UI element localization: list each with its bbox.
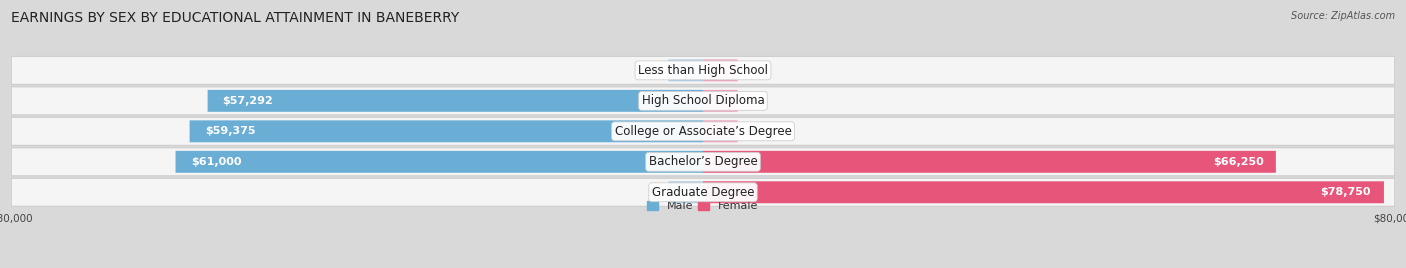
FancyBboxPatch shape: [668, 181, 703, 203]
FancyBboxPatch shape: [703, 151, 1275, 173]
Text: $0: $0: [648, 187, 661, 197]
FancyBboxPatch shape: [703, 59, 738, 81]
FancyBboxPatch shape: [176, 151, 703, 173]
Text: $59,375: $59,375: [205, 126, 256, 136]
Legend: Male, Female: Male, Female: [643, 197, 763, 216]
Text: EARNINGS BY SEX BY EDUCATIONAL ATTAINMENT IN BANEBERRY: EARNINGS BY SEX BY EDUCATIONAL ATTAINMEN…: [11, 11, 460, 25]
FancyBboxPatch shape: [11, 87, 1395, 115]
FancyBboxPatch shape: [190, 120, 703, 142]
Text: Less than High School: Less than High School: [638, 64, 768, 77]
FancyBboxPatch shape: [11, 117, 1395, 145]
Text: Source: ZipAtlas.com: Source: ZipAtlas.com: [1291, 11, 1395, 21]
Text: Bachelor’s Degree: Bachelor’s Degree: [648, 155, 758, 168]
FancyBboxPatch shape: [703, 120, 738, 142]
Text: $0: $0: [745, 65, 758, 75]
Text: $61,000: $61,000: [191, 157, 242, 167]
Text: $0: $0: [745, 126, 758, 136]
FancyBboxPatch shape: [703, 181, 1384, 203]
Text: $0: $0: [648, 65, 661, 75]
FancyBboxPatch shape: [703, 90, 738, 112]
Text: $78,750: $78,750: [1320, 187, 1371, 197]
FancyBboxPatch shape: [208, 90, 703, 112]
Text: College or Associate’s Degree: College or Associate’s Degree: [614, 125, 792, 138]
FancyBboxPatch shape: [668, 59, 703, 81]
FancyBboxPatch shape: [11, 148, 1395, 176]
Text: High School Diploma: High School Diploma: [641, 94, 765, 107]
Text: Graduate Degree: Graduate Degree: [652, 186, 754, 199]
Text: $57,292: $57,292: [222, 96, 273, 106]
Text: $66,250: $66,250: [1213, 157, 1264, 167]
FancyBboxPatch shape: [11, 56, 1395, 84]
FancyBboxPatch shape: [11, 178, 1395, 206]
Text: $0: $0: [745, 96, 758, 106]
